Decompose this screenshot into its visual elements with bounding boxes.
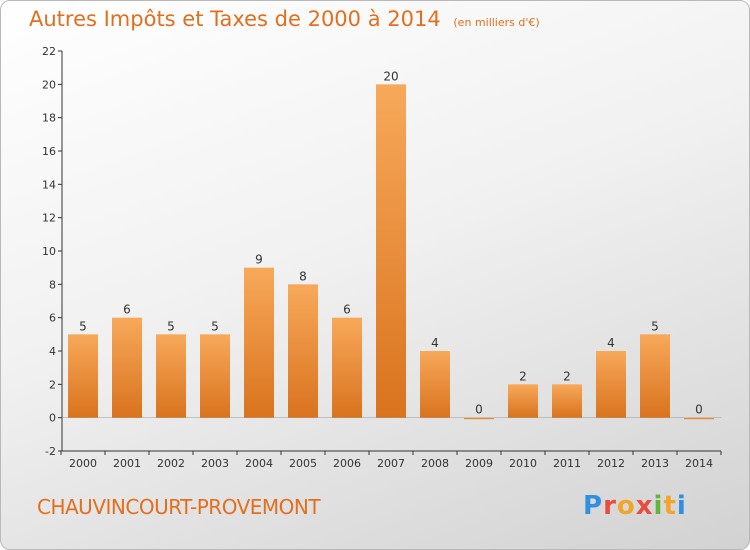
bar-value-label: 2: [519, 369, 527, 383]
x-tick-label: 2001: [113, 457, 141, 470]
bar: [112, 317, 142, 418]
bar-value-label: 0: [695, 403, 703, 417]
x-tick-label: 2009: [465, 457, 493, 470]
bar-value-label: 6: [123, 303, 131, 317]
bar: [508, 384, 538, 418]
bar: [288, 284, 318, 418]
bar: [200, 334, 230, 418]
y-tick-label: 2: [49, 378, 56, 391]
bar-value-label: 5: [651, 319, 659, 333]
x-tick-label: 2005: [289, 457, 317, 470]
x-tick-label: 2002: [157, 457, 185, 470]
bar: [640, 334, 670, 418]
bar-value-label: 5: [211, 319, 219, 333]
bar: [552, 384, 582, 418]
y-tick-label: 12: [42, 212, 56, 225]
x-tick-label: 2014: [685, 457, 713, 470]
y-tick-label: 14: [42, 178, 56, 191]
proxiti-logo: Proxiti: [583, 491, 687, 521]
y-tick-label: 16: [42, 145, 56, 158]
x-tick-label: 2008: [421, 457, 449, 470]
x-tick-label: 2007: [377, 457, 405, 470]
y-tick-label: 8: [49, 278, 56, 291]
bar: [332, 317, 362, 418]
bar: [68, 334, 98, 418]
bar: [156, 334, 186, 418]
y-tick-label: 22: [42, 45, 56, 58]
bar: [244, 267, 274, 418]
x-tick-label: 2013: [641, 457, 669, 470]
y-tick-label: 6: [49, 312, 56, 325]
bar-value-label: 8: [299, 269, 307, 283]
bar: [596, 351, 626, 418]
bar: [420, 351, 450, 418]
bar: [684, 417, 714, 420]
y-tick-label: 20: [42, 78, 56, 91]
chart-unit: (en milliers d'€): [453, 16, 540, 29]
y-tick-label: 10: [42, 245, 56, 258]
bar-value-label: 20: [383, 69, 398, 83]
bar-value-label: 5: [79, 319, 87, 333]
y-tick-label: 18: [42, 112, 56, 125]
y-tick-label: 4: [49, 345, 56, 358]
x-tick-label: 2011: [553, 457, 581, 470]
bar-value-label: 6: [343, 303, 351, 317]
bar-value-label: 4: [431, 336, 439, 350]
bar-value-label: 2: [563, 369, 571, 383]
commune-name: CHAUVINCOURT-PROVEMONT: [37, 495, 321, 519]
bar-value-label: 4: [607, 336, 615, 350]
bar: [376, 84, 406, 418]
bar-value-label: 9: [255, 253, 263, 267]
chart-title: Autres Impôts et Taxes de 2000 à 2014 (e…: [29, 7, 540, 31]
x-tick-label: 2006: [333, 457, 361, 470]
bar-value-label: 0: [475, 403, 483, 417]
x-tick-label: 2010: [509, 457, 537, 470]
x-tick-label: 2012: [597, 457, 625, 470]
x-tick-label: 2000: [69, 457, 97, 470]
bar-value-label: 5: [167, 319, 175, 333]
x-tick-label: 2004: [245, 457, 273, 470]
y-tick-label: -2: [45, 445, 56, 458]
chart-title-text: Autres Impôts et Taxes de 2000 à 2014: [29, 7, 441, 31]
y-tick-label: 0: [49, 412, 56, 425]
x-tick-label: 2003: [201, 457, 229, 470]
bar: [464, 417, 494, 420]
